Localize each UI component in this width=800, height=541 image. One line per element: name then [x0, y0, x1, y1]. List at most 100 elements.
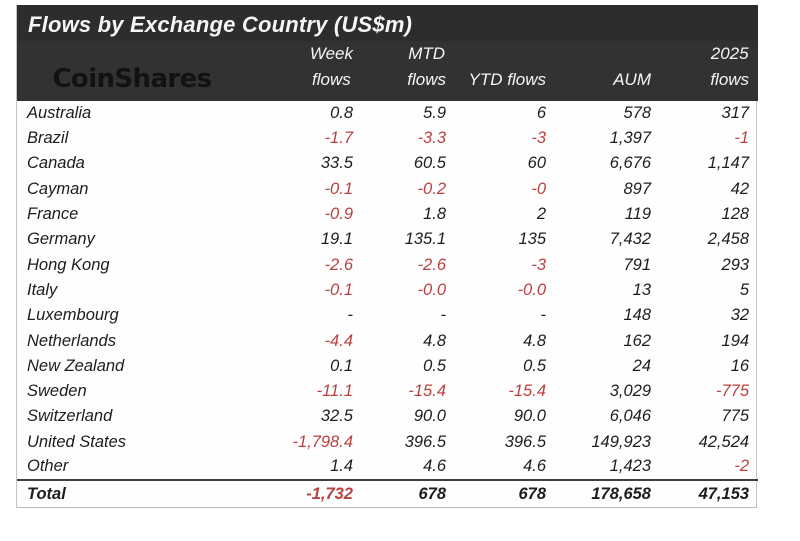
table-row: Netherlands -4.4 4.8 4.8 162 194: [17, 328, 758, 353]
table-row: Hong Kong -2.6 -2.6 -3 791 293: [17, 252, 758, 277]
column-header-ytd-flows: YTD flows: [455, 41, 555, 101]
value-cell: 3,029: [609, 382, 651, 401]
value-cell: 60.5: [413, 154, 446, 173]
value-cell: 42,524: [698, 432, 750, 451]
value-cell: -1,732: [247, 479, 362, 508]
value-cell: 6,046: [609, 407, 651, 426]
value-cell: 16: [730, 356, 750, 375]
column-header-mtd-flows: MTD flows: [362, 41, 455, 101]
value-cell: 6,676: [609, 154, 651, 173]
value-cell: 33.5: [320, 154, 353, 173]
header-line: 2025: [710, 44, 749, 63]
value-cell: -4.4: [324, 331, 353, 350]
column-header-row: CoinShares Week flows MTD flows: [17, 41, 759, 101]
header-line: YTD flows: [468, 70, 546, 90]
value-cell: -: [540, 306, 547, 325]
country-cell: Canada: [27, 154, 85, 173]
country-cell: Cayman: [27, 179, 89, 198]
value-cell: -0.0: [517, 280, 546, 299]
value-cell: 119: [624, 205, 651, 224]
flows-table-card: Flows by Exchange Country (US$m) CoinSha…: [16, 5, 759, 509]
country-cell: Switzerland: [27, 407, 113, 426]
header-line: flows: [312, 70, 351, 90]
table-row: Germany 19.1 135.1 135 7,432 2,458: [17, 227, 758, 252]
country-cell: France: [27, 205, 79, 224]
value-cell: 60: [527, 154, 546, 173]
value-cell: 578: [623, 103, 651, 122]
value-cell: 678: [455, 479, 555, 508]
value-cell: -: [347, 306, 354, 325]
value-cell: 317: [721, 103, 750, 122]
value-cell: 897: [623, 179, 651, 198]
value-cell: 4.8: [523, 331, 546, 350]
country-cell: New Zealand: [27, 356, 125, 375]
coinshares-logo-text: CoinShares: [52, 63, 212, 94]
value-cell: 775: [721, 407, 750, 426]
value-cell: -15.4: [408, 382, 446, 401]
value-cell: -0.1: [324, 280, 353, 299]
total-row: Total -1,732 678 678 178,658 47,153: [17, 479, 759, 508]
value-cell: 5: [739, 280, 750, 299]
value-cell: 678: [362, 479, 455, 508]
value-cell: -15.4: [508, 382, 546, 401]
column-header-week-flows: Week flows: [247, 41, 362, 101]
country-cell: Germany: [27, 230, 95, 249]
value-cell: 32.5: [320, 407, 353, 426]
value-cell: 178,658: [555, 479, 660, 508]
value-cell: 162: [623, 331, 651, 350]
value-cell: 32: [730, 306, 750, 325]
value-cell: 148: [623, 306, 651, 325]
total-label: Total: [17, 479, 247, 508]
value-cell: 42: [730, 179, 750, 198]
coinshares-logo: CoinShares: [17, 41, 247, 101]
value-cell: -: [440, 306, 447, 325]
value-cell: 13: [632, 280, 651, 299]
value-cell: 396.5: [504, 432, 546, 451]
value-cell: 4.8: [423, 331, 446, 350]
value-cell: 2,458: [707, 230, 750, 249]
table-row: Cayman -0.1 -0.2 -0 897 42: [17, 177, 758, 202]
value-cell: 5.9: [423, 103, 446, 122]
value-cell: -0.9: [324, 205, 353, 224]
value-cell: 0.5: [423, 356, 446, 375]
header-line: flows: [710, 70, 750, 90]
column-header-aum: AUM: [555, 41, 660, 101]
value-cell: 1.8: [423, 205, 446, 224]
table-row: Sweden -11.1 -15.4 -15.4 3,029 -775: [17, 379, 758, 404]
value-cell: 6: [536, 103, 546, 122]
title-row: Flows by Exchange Country (US$m): [17, 5, 759, 41]
country-cell: Luxembourg: [27, 306, 119, 325]
table-row: Luxembourg - - - 148 32: [17, 303, 758, 328]
value-cell: -2: [734, 457, 750, 476]
country-cell: Netherlands: [27, 331, 116, 350]
header-line: Week: [309, 44, 353, 63]
value-cell: 135.1: [404, 230, 446, 249]
value-cell: -0.0: [417, 280, 446, 299]
column-header-2025-flows: 2025 flows: [660, 41, 759, 101]
header-line: flows: [407, 70, 446, 90]
country-cell: Sweden: [27, 382, 87, 401]
value-cell: -3: [531, 255, 546, 274]
flows-table: Flows by Exchange Country (US$m) CoinSha…: [17, 5, 759, 508]
country-cell: Brazil: [27, 129, 69, 148]
value-cell: 135: [518, 230, 546, 249]
country-cell: Italy: [27, 280, 58, 299]
table-row: Brazil -1.7 -3.3 -3 1,397 -1: [17, 126, 758, 151]
value-cell: 149,923: [591, 432, 651, 451]
value-cell: 90.0: [513, 407, 546, 426]
table-body: Australia 0.8 5.9 6 578 317 Brazil -1.7 -3.3 -3 1,…: [17, 101, 759, 508]
value-cell: -0: [531, 179, 546, 198]
value-cell: 4.6: [523, 457, 546, 476]
value-cell: 396.5: [404, 432, 446, 451]
value-cell: -11.1: [316, 382, 353, 401]
value-cell: 4.6: [423, 457, 446, 476]
table-row: Italy -0.1 -0.0 -0.0 13 5: [17, 278, 758, 303]
value-cell: -1.7: [324, 129, 353, 148]
country-cell: United States: [27, 432, 127, 451]
value-cell: -3.3: [417, 129, 446, 148]
value-cell: -0.2: [417, 179, 446, 198]
value-cell: 0.5: [523, 356, 546, 375]
table-row: France -0.9 1.8 2 119 128: [17, 202, 758, 227]
country-cell: Hong Kong: [27, 255, 110, 274]
value-cell: -0.1: [324, 179, 353, 198]
